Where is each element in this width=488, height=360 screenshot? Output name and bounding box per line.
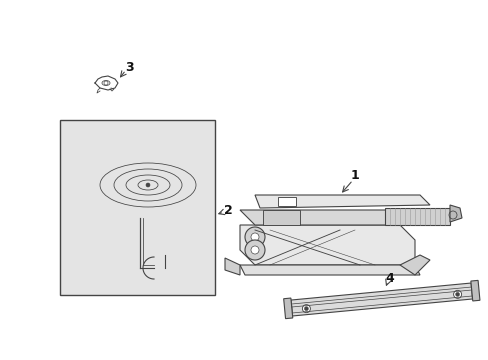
Polygon shape: [290, 283, 471, 316]
Text: 4: 4: [385, 271, 393, 284]
Polygon shape: [224, 258, 240, 275]
Polygon shape: [240, 210, 414, 225]
Text: 2: 2: [223, 203, 232, 216]
Bar: [278, 197, 295, 206]
Circle shape: [146, 183, 150, 187]
Circle shape: [250, 246, 259, 254]
Polygon shape: [399, 255, 429, 275]
Polygon shape: [283, 298, 292, 319]
Circle shape: [304, 307, 308, 311]
Polygon shape: [240, 225, 414, 265]
Polygon shape: [263, 210, 299, 225]
Polygon shape: [470, 280, 479, 301]
Circle shape: [244, 227, 264, 247]
Bar: [384, 208, 449, 225]
Circle shape: [244, 240, 264, 260]
Bar: [60, 120, 215, 295]
Text: 1: 1: [350, 168, 359, 181]
Polygon shape: [254, 195, 429, 208]
Circle shape: [302, 305, 310, 312]
Circle shape: [250, 233, 259, 241]
Circle shape: [453, 291, 461, 298]
Polygon shape: [449, 205, 461, 222]
Circle shape: [455, 292, 459, 296]
Polygon shape: [240, 265, 419, 275]
Text: 3: 3: [125, 60, 134, 73]
